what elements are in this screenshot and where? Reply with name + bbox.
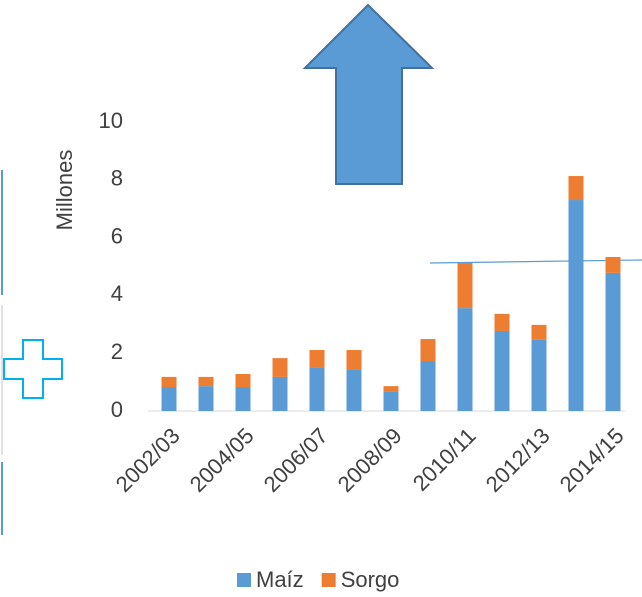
bar-segment: [272, 376, 288, 411]
bar-segment: [420, 361, 436, 411]
arrow: [302, 3, 435, 185]
y-tick-label: 6: [111, 223, 123, 248]
x-tick-label: 2012/13: [481, 423, 555, 497]
bar-segment: [457, 308, 473, 411]
bar-segment: [531, 324, 547, 340]
bar-segment: [420, 339, 436, 362]
bar-segment: [309, 367, 325, 411]
bar-segment: [457, 263, 473, 309]
legend-label: Maíz: [256, 567, 304, 592]
bar-segment: [346, 369, 362, 411]
bar-segment: [383, 391, 399, 411]
bar-segment: [531, 339, 547, 411]
bar-segment: [494, 330, 510, 411]
bar-segment: [605, 272, 621, 411]
legend-swatch: [321, 573, 336, 587]
x-tick-label: 2014/15: [555, 423, 629, 497]
x-tick-label: 2006/07: [259, 423, 333, 497]
x-tick-label: 2010/11: [408, 423, 481, 496]
bar-segment: [383, 386, 399, 392]
bar-segment: [309, 350, 325, 368]
y-tick-label: 8: [111, 166, 123, 191]
bar-segment: [198, 376, 214, 387]
y-axis-title: Millones: [52, 150, 77, 231]
legend-swatch: [237, 573, 251, 587]
bar-segment: [346, 350, 362, 370]
plus-icon: [3, 339, 63, 399]
y-tick-label: 4: [111, 281, 123, 306]
bar-segment: [235, 387, 251, 411]
bar-segment: [235, 374, 251, 388]
bar-segment: [161, 376, 177, 388]
x-tick-label: 2004/05: [185, 423, 259, 497]
y-tick-label: 2: [111, 339, 123, 364]
bar-segment: [568, 176, 584, 201]
bar-segment: [272, 358, 288, 377]
x-tick-label: 2008/09: [333, 423, 407, 497]
legend-label: Sorgo: [341, 567, 400, 592]
y-tick-label: 0: [111, 397, 123, 422]
bar-segment: [198, 386, 214, 411]
bar-segment: [161, 387, 177, 411]
bar-segment: [605, 256, 621, 273]
bar-segment: [494, 313, 510, 331]
y-tick-label: 10: [99, 108, 123, 133]
x-tick-label: 2002/03: [111, 423, 185, 497]
bar-segment: [568, 200, 584, 411]
